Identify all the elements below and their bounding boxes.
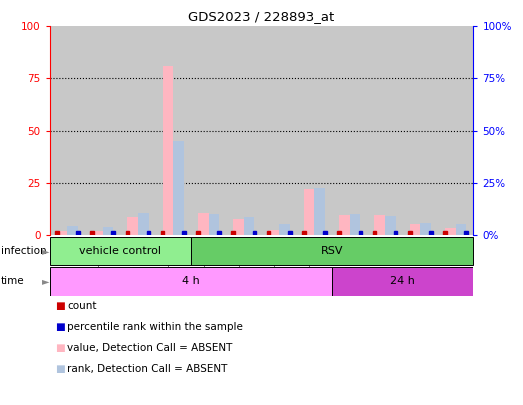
Bar [394,231,397,235]
Bar [267,231,270,235]
Bar [297,26,332,235]
Bar [50,267,332,296]
Bar [218,231,221,235]
Bar [196,231,200,235]
Bar [385,216,395,235]
Bar [120,26,155,235]
Bar [456,224,466,235]
Bar [191,26,226,235]
Text: ■: ■ [55,343,65,353]
Bar [268,230,279,235]
Text: ■: ■ [55,301,65,311]
Text: ►: ► [42,277,50,286]
Bar [302,231,305,235]
Text: percentile rank within the sample: percentile rank within the sample [67,322,243,332]
Bar [244,217,254,235]
Bar [226,26,262,235]
Bar [262,26,297,235]
Bar [92,231,103,235]
Bar [337,231,341,235]
Bar [138,213,149,235]
Bar [332,26,367,235]
Text: ■: ■ [55,322,65,332]
Bar [232,231,235,235]
Bar [111,231,115,235]
Bar [253,231,256,235]
Bar [182,231,186,235]
Bar [198,213,209,235]
Bar [288,231,291,235]
Bar [429,231,433,235]
Bar [367,26,403,235]
Bar [161,231,164,235]
Text: count: count [67,301,96,311]
Text: ►: ► [42,246,50,256]
Bar [103,226,113,235]
Text: RSV: RSV [321,246,344,256]
Bar [444,231,447,235]
Text: infection: infection [1,246,47,256]
Bar [350,214,360,235]
Bar [373,231,376,235]
Bar [67,226,78,235]
Text: 24 h: 24 h [390,277,415,286]
Bar [90,231,94,235]
Bar [314,188,325,235]
Bar [304,189,314,235]
Bar [163,66,173,235]
Bar [55,231,59,235]
Bar [191,237,473,265]
Text: ■: ■ [55,364,65,374]
Bar [233,219,244,235]
Bar [332,267,473,296]
Bar [156,26,191,235]
Bar [339,215,350,235]
Bar [76,231,79,235]
Bar [464,231,468,235]
Bar [128,217,138,235]
Bar [50,237,191,265]
Bar [57,231,67,235]
Bar [420,224,431,235]
Bar [408,231,412,235]
Bar [85,26,120,235]
Text: vehicle control: vehicle control [79,246,161,256]
Text: value, Detection Call = ABSENT: value, Detection Call = ABSENT [67,343,232,353]
Bar [173,141,184,235]
Bar [445,228,456,235]
Bar [438,26,473,235]
Bar [374,215,385,235]
Bar [126,231,129,235]
Bar [50,26,85,235]
Bar [359,231,362,235]
Bar [323,231,327,235]
Text: time: time [1,277,25,286]
Text: GDS2023 / 228893_at: GDS2023 / 228893_at [188,10,335,23]
Bar [403,26,438,235]
Bar [209,214,219,235]
Bar [147,231,150,235]
Bar [410,224,420,235]
Text: rank, Detection Call = ABSENT: rank, Detection Call = ABSENT [67,364,228,374]
Bar [279,224,290,235]
Text: 4 h: 4 h [182,277,200,286]
